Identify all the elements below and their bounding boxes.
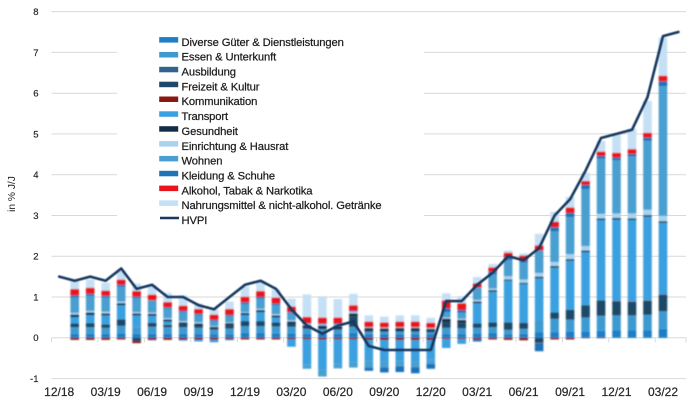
svg-text:HVPI: HVPI bbox=[182, 215, 208, 227]
svg-text:12/20: 12/20 bbox=[416, 385, 446, 399]
svg-text:03/19: 03/19 bbox=[91, 385, 121, 399]
svg-text:4: 4 bbox=[33, 170, 38, 181]
svg-text:03/20: 03/20 bbox=[276, 385, 306, 399]
svg-text:09/20: 09/20 bbox=[369, 385, 399, 399]
svg-text:03/21: 03/21 bbox=[462, 385, 492, 399]
svg-text:in % J/J: in % J/J bbox=[7, 176, 18, 212]
svg-text:09/19: 09/19 bbox=[184, 385, 214, 399]
svg-text:2: 2 bbox=[33, 252, 38, 263]
svg-text:6: 6 bbox=[33, 89, 38, 100]
svg-text:8: 8 bbox=[33, 7, 38, 18]
svg-text:06/19: 06/19 bbox=[137, 385, 167, 399]
svg-text:7: 7 bbox=[33, 48, 38, 59]
svg-text:Gesundheit: Gesundheit bbox=[182, 126, 239, 138]
svg-text:Wohnen: Wohnen bbox=[182, 156, 223, 168]
svg-text:12/19: 12/19 bbox=[230, 385, 260, 399]
svg-text:06/20: 06/20 bbox=[323, 385, 353, 399]
svg-text:12/21: 12/21 bbox=[601, 385, 631, 399]
svg-text:Essen & Unterkunft: Essen & Unterkunft bbox=[182, 52, 278, 64]
svg-text:Einrichtung & Hausrat: Einrichtung & Hausrat bbox=[182, 141, 290, 153]
svg-text:09/21: 09/21 bbox=[555, 385, 585, 399]
svg-text:Nahrungsmittel & nicht-alkohol: Nahrungsmittel & nicht-alkohol. Getränke bbox=[182, 200, 382, 212]
svg-text:Alkohol, Tabak & Narkotika: Alkohol, Tabak & Narkotika bbox=[182, 185, 314, 197]
svg-text:Kommunikation: Kommunikation bbox=[182, 96, 258, 108]
svg-text:Kleidung & Schuhe: Kleidung & Schuhe bbox=[182, 170, 275, 182]
svg-text:06/21: 06/21 bbox=[509, 385, 539, 399]
svg-text:0: 0 bbox=[33, 333, 38, 344]
svg-text:3: 3 bbox=[33, 211, 38, 222]
svg-text:Transport: Transport bbox=[182, 111, 230, 123]
svg-text:Ausbildung: Ausbildung bbox=[182, 67, 236, 79]
svg-text:12/18: 12/18 bbox=[44, 385, 74, 399]
svg-text:-1: -1 bbox=[30, 374, 38, 385]
svg-text:5: 5 bbox=[33, 129, 38, 140]
svg-text:1: 1 bbox=[33, 292, 38, 303]
svg-text:03/22: 03/22 bbox=[648, 385, 678, 399]
svg-text:Freizeit & Kultur: Freizeit & Kultur bbox=[182, 81, 260, 93]
svg-text:Diverse Güter & Dienstleistung: Diverse Güter & Dienstleistungen bbox=[182, 37, 344, 49]
